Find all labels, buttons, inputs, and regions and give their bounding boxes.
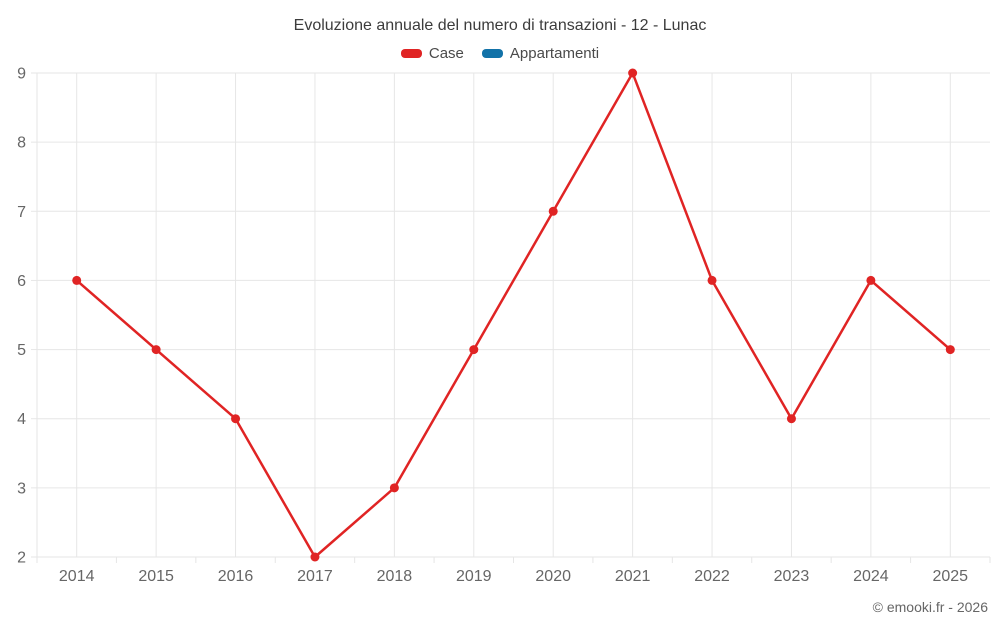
legend-label-appartamenti: Appartamenti [509,45,600,62]
legend: Case Appartamenti [0,45,1000,62]
data-point-case-2024[interactable] [866,275,876,285]
y-axis-label: 8 [17,135,26,152]
y-axis-label: 3 [17,480,26,497]
data-point-case-2020[interactable] [548,206,558,216]
series-line-case [75,71,952,559]
data-point-case-2023[interactable] [786,414,796,424]
legend-item-appartamenti[interactable]: Appartamenti [481,45,600,62]
x-axis-label: 2016 [218,568,254,585]
legend-item-case[interactable]: Case [400,45,464,62]
x-axis-label: 2025 [932,568,968,585]
data-point-case-2025[interactable] [945,345,955,355]
appartamenti-series-swatch [481,49,503,58]
x-axis-label: 2015 [138,568,174,585]
y-axis-label: 7 [17,204,26,221]
data-point-case-2014[interactable] [72,275,82,285]
x-axis-label: 2023 [774,568,810,585]
data-point-case-2016[interactable] [231,414,241,424]
data-point-case-2017[interactable] [310,552,320,562]
y-axis-label: 4 [17,411,26,428]
data-point-case-2015[interactable] [151,345,161,355]
data-point-case-2018[interactable] [389,483,399,493]
x-axis-label: 2014 [59,568,95,585]
data-point-case-2021[interactable] [628,68,638,78]
x-axis-label: 2017 [297,568,333,585]
chart-title: Evoluzione annuale del numero di transaz… [293,17,707,34]
x-axis-label: 2019 [456,568,492,585]
x-axis-label: 2018 [377,568,413,585]
x-axis-label: 2024 [853,568,889,585]
x-axis-label: 2020 [535,568,571,585]
case-series-swatch [400,49,422,58]
copyright-text: © emooki.fr - 2026 [872,599,988,615]
x-axis-label: 2022 [694,568,730,585]
x-axis-label: 2021 [615,568,651,585]
legend-label-case: Case [428,45,464,62]
data-point-case-2019[interactable] [469,345,479,355]
y-axis-label: 2 [17,550,26,567]
y-axis-label: 5 [17,342,26,359]
y-axis-label: 9 [17,66,26,83]
y-axis-label: 6 [17,273,26,290]
data-point-case-2022[interactable] [707,275,717,285]
